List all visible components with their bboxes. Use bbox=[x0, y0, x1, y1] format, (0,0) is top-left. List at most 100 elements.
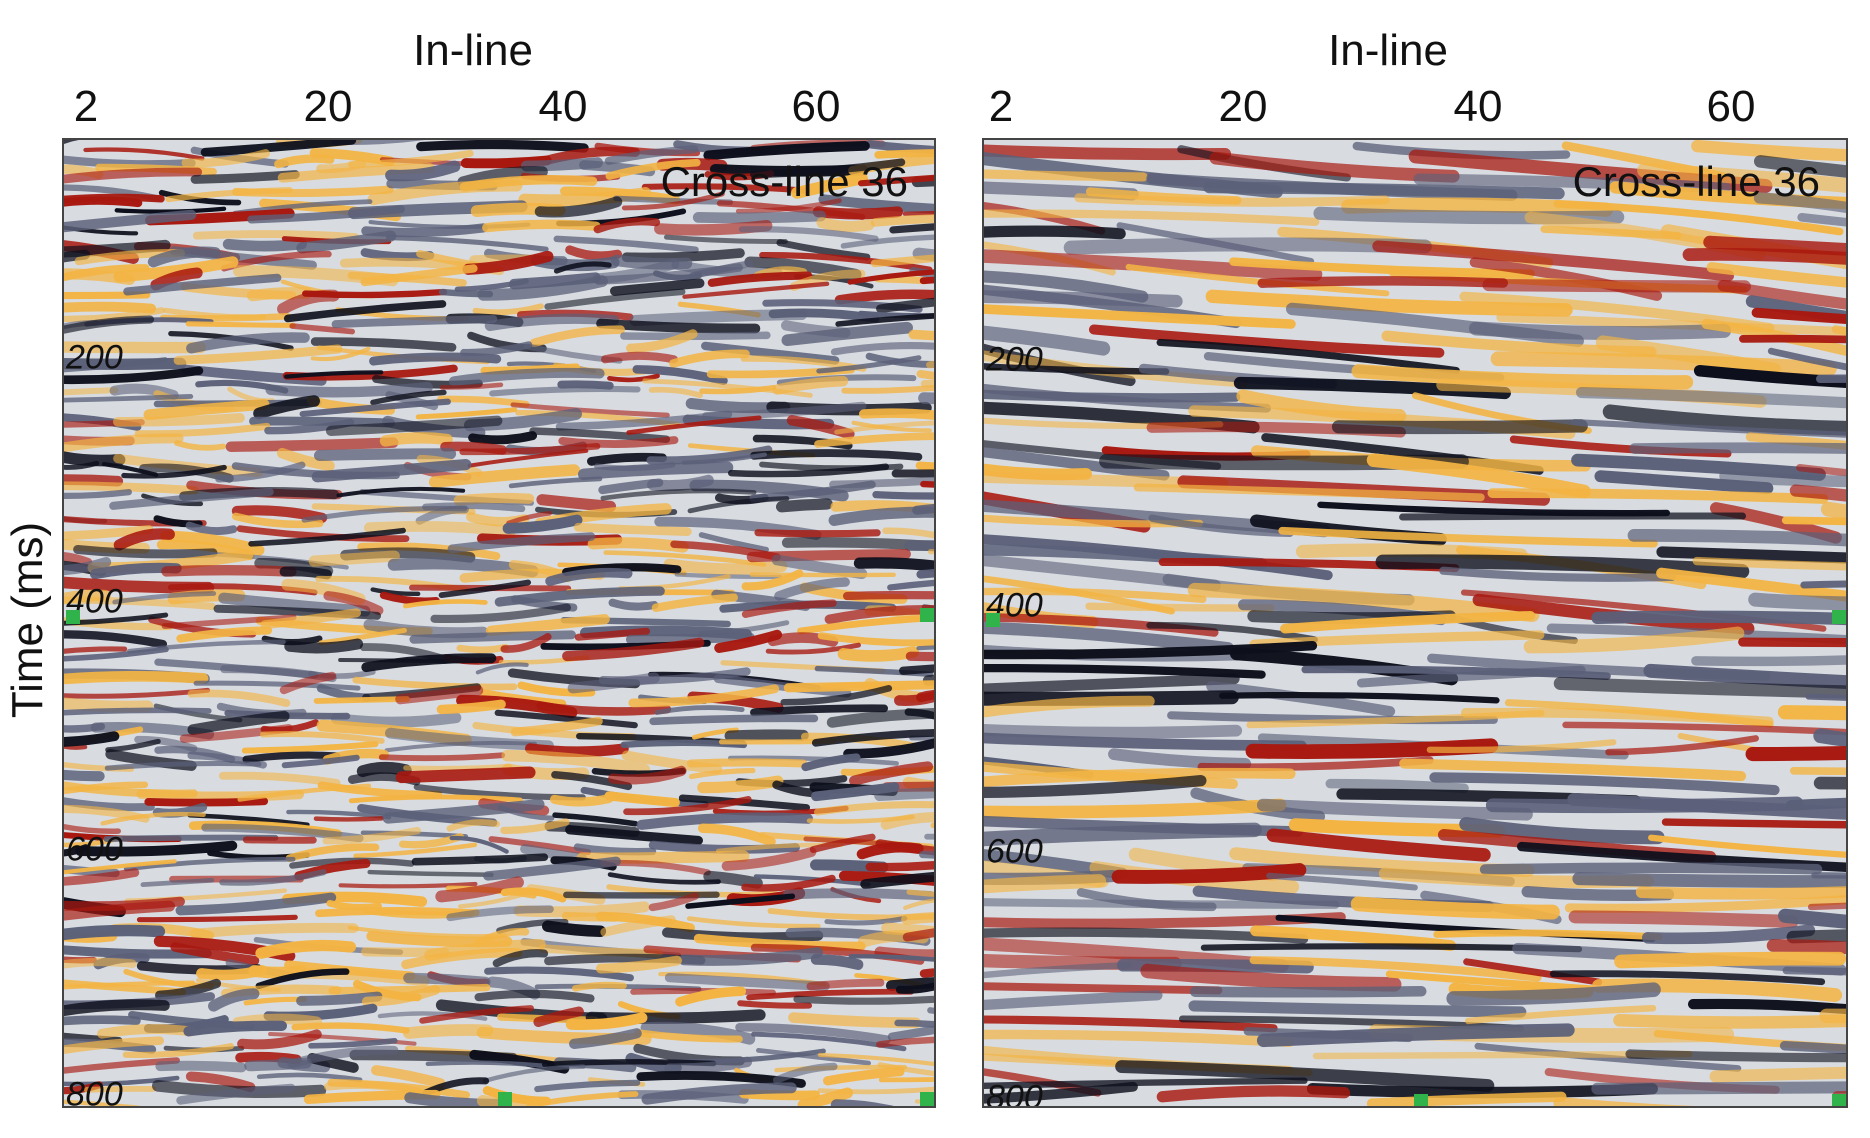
reflector-stroke bbox=[754, 529, 881, 538]
reflector-stroke bbox=[746, 548, 911, 563]
reflector-stroke bbox=[877, 1062, 934, 1077]
marker bbox=[1832, 1094, 1846, 1106]
reflector-stroke bbox=[565, 825, 703, 846]
reflector-stroke bbox=[1648, 834, 1846, 858]
reflector-stroke bbox=[544, 288, 686, 310]
reflector-stroke bbox=[1789, 484, 1846, 502]
reflector-stroke bbox=[357, 542, 501, 561]
reflector-stroke bbox=[767, 632, 839, 647]
reflector-stroke bbox=[1629, 442, 1846, 454]
reflector-stroke bbox=[811, 782, 900, 802]
reflector-stroke bbox=[1745, 432, 1846, 450]
reflector-stroke bbox=[984, 1081, 1138, 1104]
reflector-stroke bbox=[75, 840, 238, 857]
reflector-stroke bbox=[771, 554, 868, 580]
reflector-stroke bbox=[793, 995, 934, 1005]
reflector-stroke bbox=[1777, 705, 1846, 721]
reflector-stroke bbox=[1496, 312, 1846, 337]
reflector-stroke bbox=[352, 676, 518, 691]
reflector-stroke bbox=[904, 540, 934, 552]
reflector-stroke bbox=[781, 321, 913, 347]
reflector-stroke bbox=[150, 267, 203, 291]
reflector-stroke bbox=[336, 486, 466, 498]
reflector-stroke bbox=[775, 498, 833, 513]
reflector-stroke bbox=[1485, 796, 1804, 814]
reflector-stroke bbox=[553, 261, 612, 274]
reflector-stroke bbox=[313, 448, 457, 461]
reflector-stroke bbox=[894, 1019, 934, 1028]
x-tick: 20 bbox=[1218, 82, 1268, 131]
reflector-stroke bbox=[143, 399, 270, 421]
reflector-stroke bbox=[847, 269, 934, 285]
reflector-stroke bbox=[636, 812, 814, 830]
reflector-stroke bbox=[776, 239, 871, 261]
reflector-stroke bbox=[467, 448, 589, 468]
reflector-stroke bbox=[1709, 1066, 1846, 1083]
reflector-stroke bbox=[299, 398, 451, 418]
reflector-stroke bbox=[663, 234, 788, 244]
reflector-stroke bbox=[621, 750, 723, 775]
reflector-stroke bbox=[241, 741, 379, 754]
reflector-stroke bbox=[121, 464, 227, 479]
reflector-stroke bbox=[856, 842, 924, 860]
reflector-stroke bbox=[1807, 902, 1846, 911]
reflector-stroke bbox=[348, 794, 523, 804]
x-axis-label: In-line bbox=[1328, 26, 1448, 75]
reflector-stroke bbox=[506, 511, 552, 526]
reflector-stroke bbox=[984, 304, 1296, 329]
reflector-stroke bbox=[707, 271, 813, 287]
reflector-stroke bbox=[1366, 1091, 1567, 1106]
reflector-stroke bbox=[453, 492, 535, 506]
reflector-stroke bbox=[384, 740, 537, 753]
reflector-stroke bbox=[1140, 963, 1402, 992]
reflector-stroke bbox=[64, 823, 121, 834]
reflector-stroke bbox=[64, 225, 139, 236]
reflector-stroke bbox=[501, 749, 651, 776]
reflector-stroke bbox=[338, 881, 478, 889]
reflector-stroke bbox=[1591, 610, 1846, 626]
reflector-stroke bbox=[663, 558, 788, 575]
y-tick: 600 bbox=[66, 830, 123, 869]
reflector-stroke bbox=[654, 705, 745, 715]
reflector-stroke bbox=[331, 315, 498, 329]
reflector-stroke bbox=[824, 605, 934, 625]
reflector-stroke bbox=[749, 449, 923, 461]
reflector-stroke bbox=[1572, 872, 1846, 889]
reflector-stroke bbox=[274, 154, 335, 169]
reflector-stroke bbox=[222, 238, 307, 252]
reflector-stroke bbox=[603, 550, 767, 567]
reflector-stroke bbox=[482, 219, 601, 233]
reflector-stroke bbox=[1266, 872, 1418, 891]
reflector-stroke bbox=[249, 416, 395, 428]
section-title: Cross-line 36 bbox=[660, 158, 908, 205]
reflector-stroke bbox=[1717, 280, 1846, 310]
reflector-stroke bbox=[903, 898, 934, 910]
reflector-stroke bbox=[835, 313, 934, 327]
reflector-stroke bbox=[816, 217, 875, 233]
reflector-stroke bbox=[595, 955, 682, 974]
reflector-stroke bbox=[360, 264, 478, 287]
reflector-stroke bbox=[308, 550, 400, 567]
reflector-stroke bbox=[860, 871, 934, 890]
reflector-stroke bbox=[1205, 289, 1573, 317]
reflector-stroke bbox=[64, 239, 171, 258]
reflector-stroke bbox=[403, 1024, 494, 1039]
reflector-stroke bbox=[64, 1075, 180, 1087]
reflector-stroke bbox=[881, 922, 934, 938]
reflector-stroke bbox=[1459, 817, 1665, 845]
reflector-stroke bbox=[817, 632, 934, 647]
reflector-stroke bbox=[187, 689, 291, 707]
y-tick: 800 bbox=[986, 1078, 1043, 1108]
reflector-stroke bbox=[144, 797, 269, 807]
reflector-stroke bbox=[1789, 766, 1846, 776]
reflector-stroke bbox=[899, 664, 934, 675]
reflector-stroke bbox=[185, 1071, 256, 1093]
reflector-stroke bbox=[83, 147, 205, 161]
reflector-stroke bbox=[219, 869, 327, 886]
reflector-stroke bbox=[64, 155, 196, 169]
reflector-stroke bbox=[460, 341, 533, 357]
reflector-stroke bbox=[607, 872, 721, 885]
reflector-stroke bbox=[113, 413, 245, 427]
reflector-stroke bbox=[330, 712, 462, 728]
marker bbox=[1414, 1094, 1428, 1106]
